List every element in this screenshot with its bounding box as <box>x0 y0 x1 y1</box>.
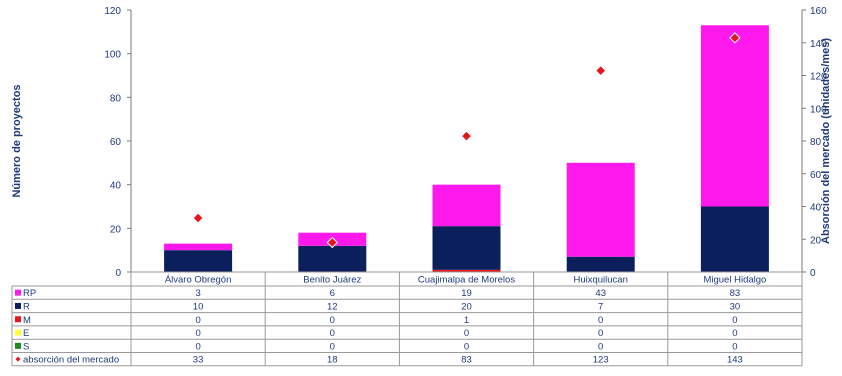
legend-key-r <box>15 302 21 309</box>
table-row-label: absorción del mercado <box>23 355 119 366</box>
table-cell-value: 0 <box>598 341 603 352</box>
y-tick-label-right: 100 <box>810 104 827 115</box>
table-row-label: S <box>23 341 29 352</box>
table-row-label: E <box>23 328 29 339</box>
table-cell-value: 12 <box>327 301 338 312</box>
bar-r <box>700 206 769 272</box>
table-cell-value: 3 <box>195 288 200 299</box>
table-cell-value: 19 <box>461 288 472 299</box>
table-cell-value: 0 <box>195 315 200 326</box>
table-row-label: R <box>23 301 30 312</box>
absorption-marker <box>594 64 607 77</box>
bar-rp <box>164 243 233 251</box>
bar-rp <box>700 25 769 207</box>
legend-key-e <box>15 329 21 336</box>
table-cell-value: 0 <box>732 328 737 339</box>
absorption-marker <box>729 32 741 44</box>
category-label: Miguel Hidalgo <box>703 275 766 286</box>
table-cell-value: 0 <box>195 341 200 352</box>
table-cell-value: 18 <box>327 355 338 366</box>
table-cell-value: 30 <box>730 301 741 312</box>
absorption-markers <box>192 32 741 249</box>
y-tick-label-right: 140 <box>810 39 827 50</box>
table-cell-value: 0 <box>330 328 335 339</box>
category-label: Benito Juárez <box>303 275 361 286</box>
table-cell-value: 0 <box>195 328 200 339</box>
y-tick-label-left: 60 <box>110 137 122 148</box>
y-tick-label-right: 60 <box>810 170 822 181</box>
y-tick-label-right: 80 <box>810 137 822 148</box>
legend-key-m <box>15 316 21 323</box>
table-row-label: M <box>23 315 31 326</box>
table-row-label: RP <box>23 288 36 299</box>
y-axis-left-ticks: 0 20 40 60 80 100 120 <box>104 6 131 279</box>
legend-key-absorption <box>15 356 21 362</box>
table-cell-value: 83 <box>730 288 741 299</box>
y-axis-title: Número de proyectos <box>11 84 23 197</box>
table-cell-value: 7 <box>598 301 603 312</box>
table-cell-value: 1 <box>464 315 469 326</box>
table-cell-value: 0 <box>598 328 603 339</box>
y-tick-label-right: 0 <box>810 268 816 279</box>
absorption-marker <box>326 236 339 249</box>
table-cell-value: 10 <box>193 301 204 312</box>
bar-m <box>432 269 501 272</box>
table-cell-value: 0 <box>732 341 737 352</box>
table-cell-value: 43 <box>595 288 606 299</box>
table-cell-value: 123 <box>593 355 609 366</box>
table-cell-value: 33 <box>193 355 204 366</box>
table-cell-value: 143 <box>727 355 743 366</box>
bar-rp <box>566 162 635 257</box>
category-label: Huixquilucan <box>573 275 627 286</box>
y-axis-right-ticks: 0 20 40 60 80 100 120 140 160 <box>802 6 827 279</box>
table-cell-value: 6 <box>330 288 335 299</box>
y-tick-label-left: 40 <box>110 181 122 192</box>
bar-r <box>566 256 635 272</box>
y-tick-label-right: 160 <box>810 6 827 17</box>
table-cell-value: 0 <box>464 341 469 352</box>
table-cell-value: 0 <box>330 315 335 326</box>
y-axis-right-title: Absorción del mercado (unidades/mes) <box>820 38 832 244</box>
y-tick-label-left: 0 <box>115 268 121 279</box>
table-cell-value: 0 <box>598 315 603 326</box>
y-tick-label-left: 120 <box>104 6 121 17</box>
absorption-marker <box>460 130 473 142</box>
bar-r <box>164 250 233 272</box>
table-cell-value: 20 <box>461 301 472 312</box>
category-label: Álvaro Obregón <box>165 275 232 286</box>
table-cell-value: 0 <box>330 341 335 352</box>
y-tick-label-left: 20 <box>110 224 122 235</box>
y-tick-label-right: 120 <box>810 72 827 83</box>
absorption-marker <box>192 212 204 224</box>
y-tick-label-right: 20 <box>810 235 822 246</box>
legend-key-s <box>15 342 21 349</box>
stacked-bars <box>164 25 769 272</box>
data-table: Álvaro Obregón Benito Juárez Cuajimalpa de… <box>11 271 803 367</box>
y-tick-label-left: 80 <box>110 93 122 104</box>
bar-r <box>298 245 367 272</box>
bar-r <box>432 226 501 270</box>
y-tick-label-left: 100 <box>104 50 121 61</box>
legend-key-rp <box>15 289 21 296</box>
bar-rp <box>432 184 501 227</box>
table-cell-value: 0 <box>732 315 737 326</box>
category-label: Cuajimalpa de Morelos <box>418 275 515 286</box>
y-tick-label-right: 40 <box>810 203 822 214</box>
table-cell-value: 0 <box>464 328 469 339</box>
table-cell-value: 83 <box>461 355 472 366</box>
